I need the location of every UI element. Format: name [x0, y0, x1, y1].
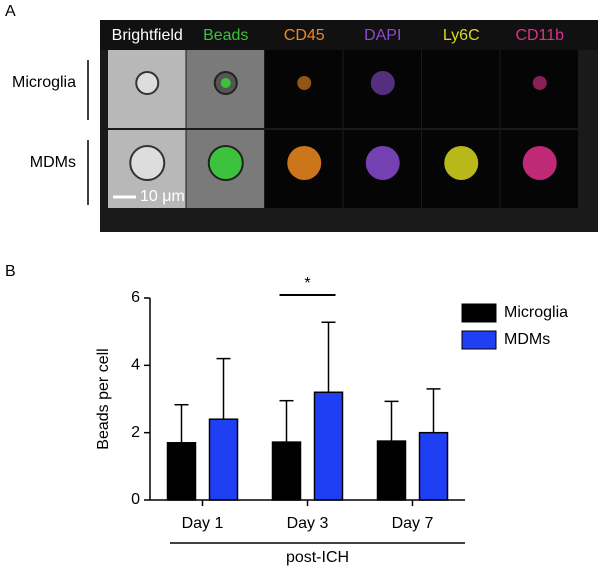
- x-tick-label: Day 3: [287, 515, 329, 532]
- panel-label: A: [5, 3, 16, 20]
- cell: [135, 71, 160, 95]
- y-tick-label: 6: [131, 289, 140, 306]
- cell: [287, 146, 322, 180]
- cell-image: [422, 50, 500, 128]
- bar: [271, 441, 302, 501]
- legend-swatch: [461, 330, 497, 350]
- channel-label: CD45: [284, 27, 325, 44]
- bar: [313, 391, 344, 501]
- bar: [418, 431, 449, 501]
- legend-swatch: [461, 303, 497, 323]
- y-tick-label: 2: [131, 424, 140, 441]
- cell: [207, 145, 244, 181]
- cell: [522, 146, 557, 180]
- channel-label: Ly6C: [443, 27, 480, 44]
- bead: [220, 78, 231, 88]
- bar: [208, 418, 239, 501]
- scale-bar-label: 10 μm: [140, 188, 185, 205]
- y-axis-label: Beads per cell: [95, 348, 112, 449]
- y-tick-label: 4: [131, 357, 140, 374]
- cell: [129, 145, 166, 181]
- cell: [444, 146, 479, 180]
- panel-label: B: [5, 263, 16, 280]
- channel-label: Brightfield: [112, 27, 183, 44]
- bar: [376, 440, 407, 501]
- channel-label: DAPI: [364, 27, 401, 44]
- cell: [532, 76, 547, 90]
- x-tick-label: Day 7: [392, 515, 434, 532]
- legend-label: MDMs: [504, 331, 550, 348]
- cell: [297, 76, 312, 90]
- row-label: MDMs: [30, 154, 76, 171]
- x-axis-label: post-ICH: [286, 549, 349, 566]
- row-label: Microglia: [12, 74, 76, 91]
- channel-label: CD11b: [515, 27, 564, 44]
- y-tick-label: 0: [131, 491, 140, 508]
- cell: [365, 146, 400, 180]
- legend-label: Microglia: [504, 304, 568, 321]
- significance-label: *: [304, 275, 310, 292]
- header-strip: [100, 20, 598, 50]
- bar: [166, 442, 197, 501]
- cell: [370, 71, 395, 95]
- channel-label: Beads: [203, 27, 248, 44]
- x-tick-label: Day 1: [182, 515, 224, 532]
